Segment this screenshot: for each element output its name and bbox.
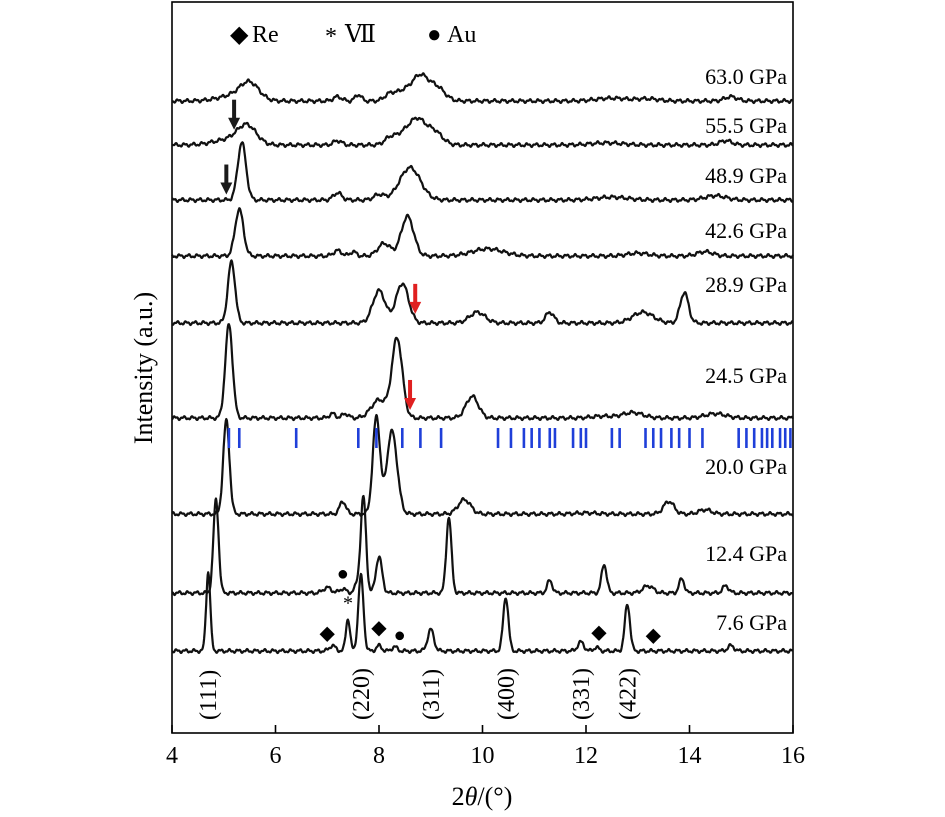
curve-label-7-6-gpa: 7.6 GPa bbox=[716, 610, 787, 635]
curve-24-5-gpa bbox=[171, 323, 795, 422]
curve-7-6-gpa bbox=[171, 571, 794, 655]
reflection-labels: (111) (220) (311) (400) (331) (422) bbox=[196, 668, 641, 720]
curve-42-6-gpa bbox=[171, 207, 794, 260]
reflection-label-311: (311) bbox=[419, 669, 445, 720]
phase-marker-0: ◆ bbox=[320, 622, 336, 644]
curve-48-9-gpa bbox=[171, 141, 794, 204]
curve-label-20-0-gpa: 20.0 GPa bbox=[705, 454, 787, 479]
peak-arrow-1 bbox=[220, 164, 233, 195]
curve-28-9-gpa bbox=[171, 259, 794, 327]
phase-marker-1: * bbox=[343, 593, 353, 615]
x-axis-title: 2θ/(°) bbox=[452, 782, 513, 811]
x-tick-label-10: 10 bbox=[471, 743, 495, 769]
phase-marker-4: ◆ bbox=[591, 621, 607, 643]
pressure-labels: 63.0 GPa 55.5 GPa 48.9 GPa 42.6 GPa 28.9 GPa… bbox=[705, 64, 787, 635]
curve-12-4-gpa bbox=[171, 494, 794, 597]
phase-markers: ◆ * ◆ ● ◆ ◆ ● bbox=[320, 563, 662, 647]
curve-63-0-gpa bbox=[171, 72, 794, 105]
legend-symbol-vii: * bbox=[325, 24, 337, 50]
legend: ◆ Re * Ⅶ ● Au bbox=[230, 22, 476, 50]
reflection-label-220: (220) bbox=[349, 668, 375, 720]
peak-arrow-2 bbox=[409, 283, 422, 314]
legend-label-au: Au bbox=[447, 22, 476, 48]
curve-label-12-4-gpa: 12.4 GPa bbox=[705, 541, 787, 566]
reference-ticks bbox=[227, 428, 792, 448]
peak-arrows bbox=[220, 99, 422, 410]
pattern-curves bbox=[171, 72, 795, 655]
curve-label-63-0-gpa: 63.0 GPa bbox=[705, 64, 787, 89]
legend-label-vii: Ⅶ bbox=[344, 22, 376, 48]
x-tick-label-14: 14 bbox=[678, 743, 702, 769]
legend-symbol-au: ● bbox=[427, 22, 442, 48]
x-tick-label-8: 8 bbox=[373, 743, 385, 769]
x-tick-label-6: 6 bbox=[270, 743, 282, 769]
x-tick-label-4: 4 bbox=[166, 743, 178, 769]
phase-marker-3: ● bbox=[394, 625, 406, 647]
y-axis-title: Intensity (a.u.) bbox=[129, 292, 158, 444]
peak-arrow-0 bbox=[228, 99, 241, 130]
x-tick-label-16: 16 bbox=[781, 743, 805, 769]
x-axis-title-theta: θ bbox=[465, 782, 478, 811]
phase-marker-5: ◆ bbox=[646, 624, 662, 646]
curve-label-42-6-gpa: 42.6 GPa bbox=[705, 218, 787, 243]
reflection-label-422: (422) bbox=[615, 668, 641, 720]
curve-55-5-gpa bbox=[171, 116, 794, 149]
phase-marker-6: ● bbox=[337, 563, 349, 585]
curve-label-55-5-gpa: 55.5 GPa bbox=[705, 113, 787, 138]
x-axis-title-prefix: 2 bbox=[452, 782, 465, 811]
reflection-label-331: (331) bbox=[569, 668, 595, 720]
legend-symbol-re: ◆ bbox=[230, 22, 249, 48]
curve-label-48-9-gpa: 48.9 GPa bbox=[705, 163, 787, 188]
legend-label-re: Re bbox=[252, 22, 279, 48]
peak-arrow-3 bbox=[404, 379, 417, 410]
curve-20-0-gpa bbox=[171, 413, 794, 518]
curve-label-28-9-gpa: 28.9 GPa bbox=[705, 272, 787, 297]
x-axis: 4 6 8 10 12 14 16 bbox=[166, 725, 805, 769]
reflection-label-111: (111) bbox=[196, 670, 222, 720]
x-tick-label-12: 12 bbox=[574, 743, 598, 769]
x-axis-title-unit: /(°) bbox=[477, 782, 512, 811]
curve-label-24-5-gpa: 24.5 GPa bbox=[705, 363, 787, 388]
plot-frame bbox=[171, 1, 794, 734]
reflection-label-400: (400) bbox=[494, 668, 520, 720]
phase-marker-2: ◆ bbox=[371, 617, 387, 639]
